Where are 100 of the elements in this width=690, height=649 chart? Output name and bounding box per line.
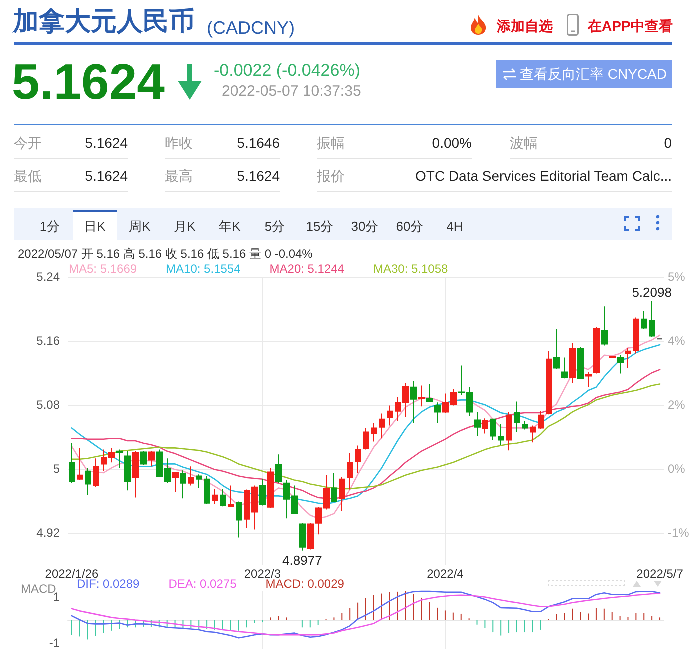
- candlestick: [228, 485, 234, 508]
- candlestick: [148, 450, 155, 468]
- text: 在APP中查看: [588, 18, 673, 34]
- candlestick: [363, 428, 369, 450]
- text: OTC Data Services Editorial Team Calc...: [414, 168, 672, 184]
- text: 5%: [668, 270, 686, 284]
- text: 周K: [128, 219, 152, 234]
- line-series: [71, 384, 661, 490]
- text: 0%: [668, 462, 686, 476]
- y-tick-label: 5.16: [36, 334, 60, 348]
- text: MA10: 5.1554: [166, 262, 242, 276]
- candlestick: [434, 402, 441, 424]
- candlestick: [538, 410, 544, 430]
- candlestick: [339, 476, 345, 512]
- candlestick: [275, 454, 282, 484]
- candlestick: [625, 348, 631, 369]
- candlestick: [601, 306, 608, 346]
- text: 60分: [395, 219, 425, 234]
- text: 今开: [14, 135, 42, 151]
- candlestick: [347, 452, 353, 490]
- candlestick: [514, 401, 520, 433]
- candlestick: [93, 458, 99, 488]
- text: 加拿大元人民币: [13, 6, 195, 36]
- text: 2%: [668, 398, 686, 412]
- text: 5分: [264, 219, 286, 234]
- candlestick: [522, 420, 528, 430]
- y-tick-label: -1: [49, 636, 60, 649]
- candlestick: [418, 385, 425, 408]
- candlestick: [371, 422, 377, 442]
- candlestick: [474, 412, 481, 437]
- text: 波幅: [510, 135, 538, 151]
- candlestick: [490, 418, 496, 441]
- text: 添加自选: [497, 18, 553, 34]
- text: 2022-05-07 10:37:35: [222, 83, 362, 100]
- text: 5.1624: [12, 54, 165, 110]
- candlestick: [530, 425, 536, 444]
- candlestick: [188, 466, 194, 486]
- annotation: 4.8977: [282, 552, 322, 568]
- candlestick: [617, 354, 624, 374]
- candlestick: [77, 448, 83, 481]
- candlestick: [593, 326, 600, 374]
- candlestick: [116, 449, 123, 469]
- candlestick: [569, 342, 576, 384]
- text: 5.1646: [236, 135, 280, 151]
- candlestick: [212, 488, 218, 505]
- text: DEA: 0.0275: [168, 577, 238, 591]
- text: 最低: [14, 168, 42, 184]
- candlestick: [641, 310, 647, 330]
- candlestick: [124, 450, 131, 492]
- candlestick: [220, 488, 226, 508]
- candlestick: [85, 468, 91, 496]
- line-series: [71, 369, 661, 500]
- x-tick-label: 2022/5/7: [636, 567, 684, 581]
- text: 最高: [165, 168, 193, 184]
- text: 振幅: [317, 135, 345, 151]
- candlestick: [553, 328, 560, 370]
- y-tick-label: 5.24: [36, 270, 60, 284]
- candlestick: [379, 413, 385, 440]
- candlestick: [172, 472, 179, 493]
- candlestick: [410, 380, 417, 424]
- candlestick: [204, 476, 210, 505]
- candlestick: [69, 442, 75, 484]
- candlestick: [331, 472, 337, 502]
- candlestick: [355, 445, 361, 474]
- candlestick: [561, 357, 568, 380]
- candlestick: [585, 372, 592, 388]
- text: -1%: [668, 526, 690, 540]
- text: 月K: [173, 219, 197, 234]
- candlestick: [426, 384, 433, 402]
- selected-tab[interactable]: 日K: [73, 210, 117, 240]
- text: 5.1624: [84, 168, 128, 184]
- text: 30分: [350, 219, 380, 234]
- candlestick: [299, 522, 306, 552]
- candlestick: [506, 412, 512, 452]
- candlestick: [267, 468, 274, 509]
- candlestick: [387, 405, 393, 426]
- text: 昨收: [165, 135, 193, 151]
- y-tick-label: 5.08: [36, 398, 60, 412]
- y-tick-label: 4.92: [36, 526, 60, 540]
- text: 5.1624: [236, 168, 280, 184]
- candlestick: [180, 470, 186, 500]
- annotation: 5.2098: [632, 285, 672, 300]
- text: 2022/05/07 开 5.16 高 5.16 收 5.16 低 5.16 量 0 -0.04%: [18, 247, 314, 261]
- candlestick: [259, 478, 266, 506]
- candlestick: [482, 418, 488, 434]
- text: 1分: [38, 219, 62, 234]
- candlestick: [140, 450, 147, 466]
- text: 15分: [305, 219, 335, 234]
- text: 报价: [317, 168, 345, 184]
- candlestick: [649, 300, 655, 338]
- candlestick: [498, 424, 504, 446]
- text: 年K: [218, 219, 242, 234]
- text: -0.0022 (-0.0426%): [214, 61, 360, 80]
- text: MA20: 5.1244: [270, 262, 345, 276]
- candlestick: [546, 350, 552, 416]
- candlestick: [132, 450, 139, 498]
- text: 0: [663, 135, 672, 151]
- text: MA30: 5.1058: [373, 262, 449, 276]
- candlestick: [577, 346, 584, 380]
- text: 0.00%: [431, 135, 472, 151]
